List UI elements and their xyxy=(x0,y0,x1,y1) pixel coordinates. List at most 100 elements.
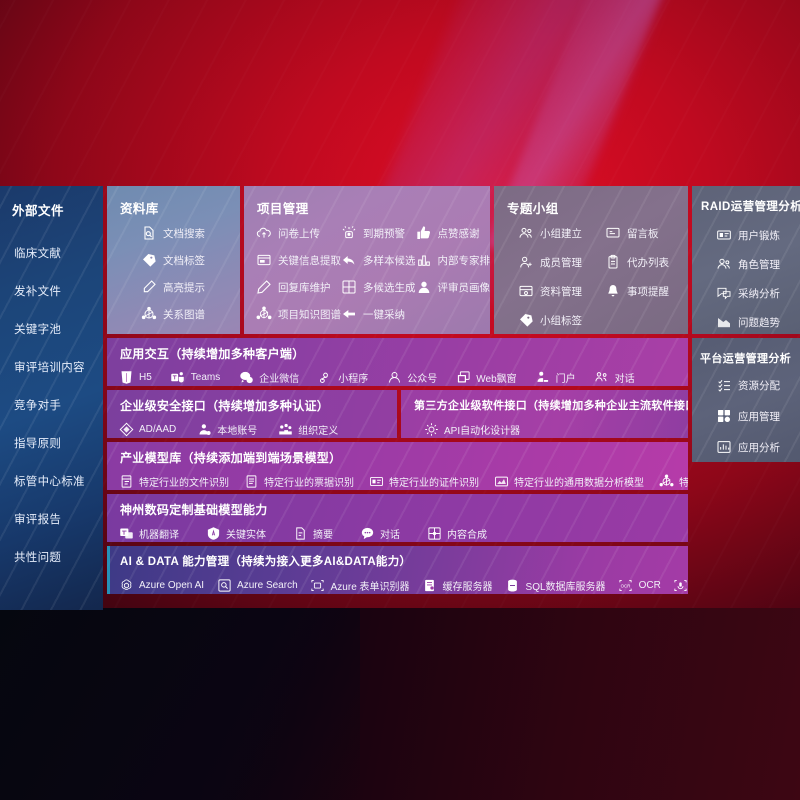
app-interaction-items: H5 Teams 企业微信 小程序 公众号 Web飘窗 xyxy=(118,366,682,386)
item-adoption-analysis[interactable]: 采纳分析 xyxy=(704,280,792,306)
bbs-board-icon xyxy=(605,225,621,241)
sidebar-list: 临床文献 发补文件 关键字池 审评培训内容 竞争对手 指导原则 标管中心标准 审… xyxy=(0,234,103,576)
item-web-float-window[interactable]: Web飘窗 xyxy=(455,366,517,386)
item-user-training[interactable]: 用户锻炼 xyxy=(704,222,792,248)
item-project-knowledge-graph[interactable]: 项目知识图谱 xyxy=(256,301,341,327)
item-label: 小组标签 xyxy=(540,314,582,327)
ai-data-items: Azure Open AI Azure Search Azure 表单识别器 缓… xyxy=(118,574,687,594)
item-azure-form-recognizer[interactable]: Azure 表单识别器 xyxy=(310,574,410,594)
item-label: OCR xyxy=(638,579,661,591)
item-document-tag[interactable]: 文档标签 xyxy=(119,247,232,273)
item-thumbs-up-thanks[interactable]: 点赞感谢 xyxy=(416,220,491,246)
sidebar-item-standards-center[interactable]: 标管中心标准 xyxy=(0,462,103,500)
item-key-info-extract[interactable]: 关键信息提取 xyxy=(256,247,341,273)
item-issue-trend[interactable]: 问题趋势 xyxy=(704,309,792,334)
mini-program-icon xyxy=(317,369,333,385)
item-key-entity[interactable]: 关键实体 xyxy=(205,522,266,542)
sidebar-item-review-training[interactable]: 审评培训内容 xyxy=(0,348,103,386)
sidebar-item-clinical-literature[interactable]: 临床文献 xyxy=(0,234,103,272)
band-enterprise-security: 企业级安全接口（持续增加多种认证） AD/AAD 本地账号 组织定义 xyxy=(107,390,397,438)
item-org-definition[interactable]: 组织定义 xyxy=(277,418,338,438)
item-label: 角色管理 xyxy=(738,258,780,271)
item-group-tag[interactable]: 小组标签 xyxy=(506,307,593,333)
item-machine-translation[interactable]: 机器翻译 xyxy=(118,522,179,542)
item-reply-library-maintain[interactable]: 回复库维护 xyxy=(256,274,341,300)
item-todo-list[interactable]: 代办列表 xyxy=(593,249,680,275)
knowledge-base-grid: 文档搜索 文档标签 高亮提示 关系图谱 文档分类 xyxy=(119,220,232,334)
item-material-management[interactable]: 资料管理 xyxy=(506,278,593,304)
sidebar-item-keyword-pool[interactable]: 关键字池 xyxy=(0,310,103,348)
official-account-icon xyxy=(386,369,402,385)
item-document-search[interactable]: 文档搜索 xyxy=(119,220,232,246)
item-label: 摘要 xyxy=(313,529,333,541)
item-file-recognition[interactable]: 特定行业的文件识别 xyxy=(118,470,229,490)
item-label: 留言板 xyxy=(627,227,659,240)
item-multi-candidate-generate[interactable]: 多候选生成 xyxy=(341,274,416,300)
item-sql-database-server[interactable]: SQL数据库服务器 xyxy=(505,574,606,594)
summary-doc-icon xyxy=(292,525,308,541)
sidebar-item-guidelines[interactable]: 指导原则 xyxy=(0,424,103,462)
item-group-create[interactable]: 小组建立 xyxy=(506,220,593,246)
item-message-board[interactable]: 留言板 xyxy=(593,220,680,246)
item-member-management[interactable]: 成员管理 xyxy=(506,249,593,275)
sidebar-item-competitors[interactable]: 竞争对手 xyxy=(0,386,103,424)
item-invoice-recognition[interactable]: 特定行业的票据识别 xyxy=(243,470,354,490)
item-role-management[interactable]: 角色管理 xyxy=(704,251,792,277)
item-api-auto-designer[interactable]: API自动化设计器 xyxy=(423,418,520,438)
item-questionnaire-upload[interactable]: 问卷上传 xyxy=(256,220,341,246)
item-reviewer-portrait[interactable]: 评审员画像 xyxy=(416,274,490,300)
item-portal[interactable]: 门户 xyxy=(535,366,576,386)
item-content-synthesis[interactable]: 内容合成 xyxy=(426,522,487,542)
item-event-reminder[interactable]: 事项提醒 xyxy=(593,278,680,304)
item-label: 特定行业的文件识别 xyxy=(139,477,229,489)
item-ad-aad[interactable]: AD/AAD xyxy=(118,418,176,438)
item-id-recognition[interactable]: 特定行业的证件识别 xyxy=(368,470,479,490)
panel-title-topic-group: 专题小组 xyxy=(507,202,559,216)
sidebar-item-review-report[interactable]: 审评报告 xyxy=(0,500,103,538)
item-document-classify[interactable]: 文档分类 xyxy=(119,328,232,334)
item-highlight-hint[interactable]: 高亮提示 xyxy=(119,274,232,300)
item-local-account[interactable]: 本地账号 xyxy=(196,418,257,438)
item-label: 用户锻炼 xyxy=(738,229,780,242)
item-dialog[interactable]: 对话 xyxy=(594,366,635,386)
item-general-knowledge-graph-model[interactable]: 特定行业的通用知识图谱模型 xyxy=(658,470,688,490)
item-expiry-alert[interactable]: 到期预警 xyxy=(341,220,416,246)
sidebar-item-label: 审评报告 xyxy=(14,514,62,526)
item-speech-understanding[interactable]: 语音理解 xyxy=(673,574,688,594)
sidebar-item-common-issues[interactable]: 共性问题 xyxy=(0,538,103,576)
item-resource-allocation[interactable]: 资源分配 xyxy=(704,372,792,398)
web-window-icon xyxy=(455,369,471,385)
item-mini-program[interactable]: 小程序 xyxy=(317,366,368,386)
item-multi-sample-candidate[interactable]: 多样本候选 xyxy=(341,247,416,273)
item-label: 文档搜索 xyxy=(163,227,205,240)
item-wechat-work[interactable]: 企业微信 xyxy=(238,366,299,386)
item-relation-graph[interactable]: 关系图谱 xyxy=(119,301,232,327)
dialog-users-icon xyxy=(594,369,610,385)
item-summary[interactable]: 摘要 xyxy=(292,522,333,542)
item-label: 内部专家排名 xyxy=(437,254,491,267)
user-portrait-icon xyxy=(416,279,432,295)
azure-ad-icon xyxy=(118,421,134,437)
item-label: Azure Open AI xyxy=(139,579,205,591)
alarm-light-icon xyxy=(341,225,357,241)
item-app-analysis[interactable]: 应用分析 xyxy=(704,434,792,460)
item-internal-expert-ranking[interactable]: 内部专家排名 xyxy=(416,247,491,273)
item-ocr[interactable]: OCR OCR xyxy=(618,574,661,594)
item-label: 企业微信 xyxy=(259,373,300,385)
item-azure-open-ai[interactable]: Azure Open AI xyxy=(118,574,204,594)
item-teams[interactable]: Teams xyxy=(170,366,220,386)
item-cache-server[interactable]: 缓存服务器 xyxy=(422,574,493,594)
thumbs-up-icon xyxy=(416,225,432,241)
item-h5[interactable]: H5 xyxy=(118,366,152,386)
trend-chart-icon xyxy=(716,314,732,330)
item-one-click-adopt[interactable]: 一键采纳 xyxy=(341,301,416,327)
enterprise-security-items: AD/AAD 本地账号 组织定义 xyxy=(118,418,391,438)
id-card-icon xyxy=(716,227,732,243)
item-azure-search[interactable]: Azure Search xyxy=(216,574,298,594)
item-label: SQL数据库服务器 xyxy=(525,581,606,593)
item-official-account[interactable]: 公众号 xyxy=(386,366,437,386)
sidebar-item-supplement-docs[interactable]: 发补文件 xyxy=(0,272,103,310)
item-general-data-analysis-model[interactable]: 特定行业的通用数据分析模型 xyxy=(493,470,644,490)
item-dialog[interactable]: 对话 xyxy=(359,522,400,542)
item-app-management[interactable]: 应用管理 xyxy=(704,403,792,429)
